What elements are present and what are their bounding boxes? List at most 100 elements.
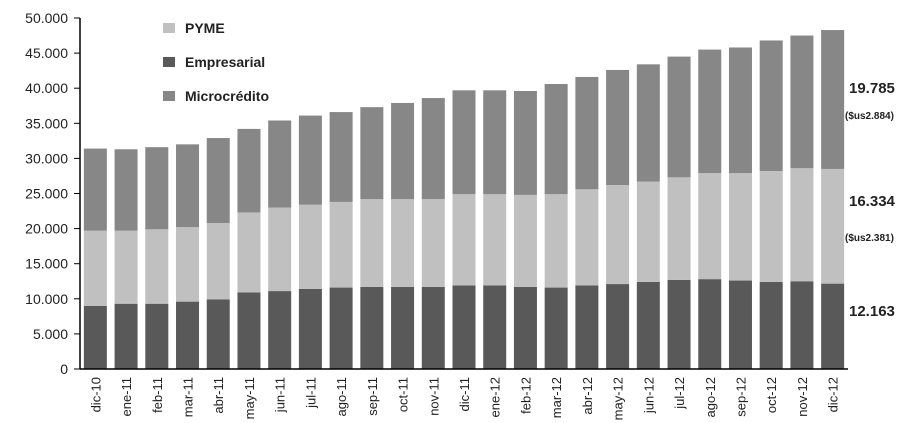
bar-microcr-dito [483,90,506,194]
x-tick-label: abr-11 [211,377,226,414]
x-axis: dic-10 ene-11 feb-11 mar-11 abr-11 may-11 jun-… [80,369,848,420]
bar-pyme [668,177,691,279]
bar-pyme [391,199,414,287]
legend-swatch [163,57,175,67]
y-tick-label: 35.000 [25,115,68,131]
x-tick-label: jun-12 [641,377,656,414]
bar-pyme [483,194,506,285]
bar-pyme [453,194,476,285]
bar-microcr-dito [575,77,598,189]
bar-empresarial [668,280,691,369]
bar-microcr-dito [821,30,844,169]
x-tick-label: dic-12 [826,377,841,412]
bar-empresarial [545,288,568,369]
bar-empresarial [760,282,783,369]
x-tick-label: jul-12 [672,377,687,410]
x-tick-label: ene-12 [488,377,503,417]
bar-microcr-dito [637,64,660,181]
bar-pyme [514,195,537,287]
x-tick-label: oct-11 [396,377,411,412]
x-tick-label: jun-11 [273,377,288,413]
bars [84,30,844,369]
legend-label: PYME [185,20,225,36]
legend-label: Microcrédito [185,88,269,104]
bar-pyme [299,205,322,289]
bar-empresarial [453,285,476,369]
bar-pyme [821,169,844,284]
legend-label: Empresarial [185,54,265,70]
bar-pyme [760,171,783,282]
x-tick-label: abr-12 [580,377,595,415]
bar-microcr-dito [299,116,322,205]
y-tick-label: 20.000 [25,221,68,237]
x-tick-label: jul-11 [303,377,318,409]
bar-pyme [606,185,629,284]
y-tick-label: 15.000 [25,256,68,272]
annotation-value: 19.785 [849,80,895,97]
bar-empresarial [84,306,107,369]
bar-empresarial [483,285,506,369]
bar-empresarial [575,285,598,369]
bar-microcr-dito [268,120,291,207]
bar-empresarial [637,282,660,369]
bar-pyme [84,231,107,306]
x-tick-label: nov-12 [795,377,810,417]
bar-empresarial [207,300,230,369]
x-tick-label: ene-11 [119,377,134,417]
bar-pyme [575,189,598,285]
bar-microcr-dito [360,107,383,199]
bar-microcr-dito [422,98,445,199]
bar-pyme [360,199,383,287]
bar-empresarial [237,292,260,369]
bar-microcr-dito [84,149,107,231]
bar-microcr-dito [514,91,537,195]
annotation-value: 12.163 [849,303,895,320]
bar-pyme [330,202,353,288]
x-tick-label: ago-11 [334,377,349,417]
y-tick-label: 30.000 [25,150,68,166]
y-tick-label: 40.000 [25,80,68,96]
bar-pyme [268,208,291,292]
bar-microcr-dito [237,129,260,213]
bar-microcr-dito [668,57,691,178]
y-tick-label: 50.000 [25,10,68,26]
y-tick-label: 45.000 [25,45,68,61]
bar-microcr-dito [698,50,721,174]
bar-microcr-dito [176,144,199,227]
y-tick-label: 10.000 [25,291,68,307]
y-tick-label: 25.000 [25,186,68,202]
y-tick-label: 5.000 [33,326,68,342]
annotation-note: ($us2.381) [845,233,894,244]
x-tick-label: may-12 [611,377,626,420]
bar-microcr-dito [145,147,168,229]
legend-swatch [163,91,175,101]
annotation-value: 16.334 [849,193,896,210]
bar-empresarial [145,304,168,369]
bar-microcr-dito [115,149,138,230]
bar-microcr-dito [545,84,568,194]
bar-empresarial [115,304,138,369]
bar-pyme [790,168,813,281]
legend: PYME Empresarial Microcrédito [163,20,269,104]
bar-pyme [207,223,230,300]
x-tick-label: feb-11 [150,377,165,413]
bar-empresarial [330,288,353,369]
x-tick-label: nov-11 [426,377,441,416]
bar-pyme [145,229,168,303]
bar-empresarial [821,284,844,369]
x-tick-label: may-11 [242,377,257,419]
bar-pyme [115,231,138,304]
bar-microcr-dito [729,47,752,173]
bar-pyme [698,173,721,279]
x-tick-label: sep-11 [365,377,380,416]
x-tick-label: feb-12 [518,377,533,414]
x-tick-label: dic-11 [457,377,472,411]
bar-empresarial [606,284,629,369]
bar-pyme [729,173,752,280]
bar-microcr-dito [453,90,476,194]
x-tick-label: sep-12 [733,377,748,417]
x-tick-label: oct-12 [764,377,779,413]
annotations: 19.785 ($us2.884) 16.334 ($us2.381) 12.163 [845,80,896,320]
bar-microcr-dito [606,70,629,185]
